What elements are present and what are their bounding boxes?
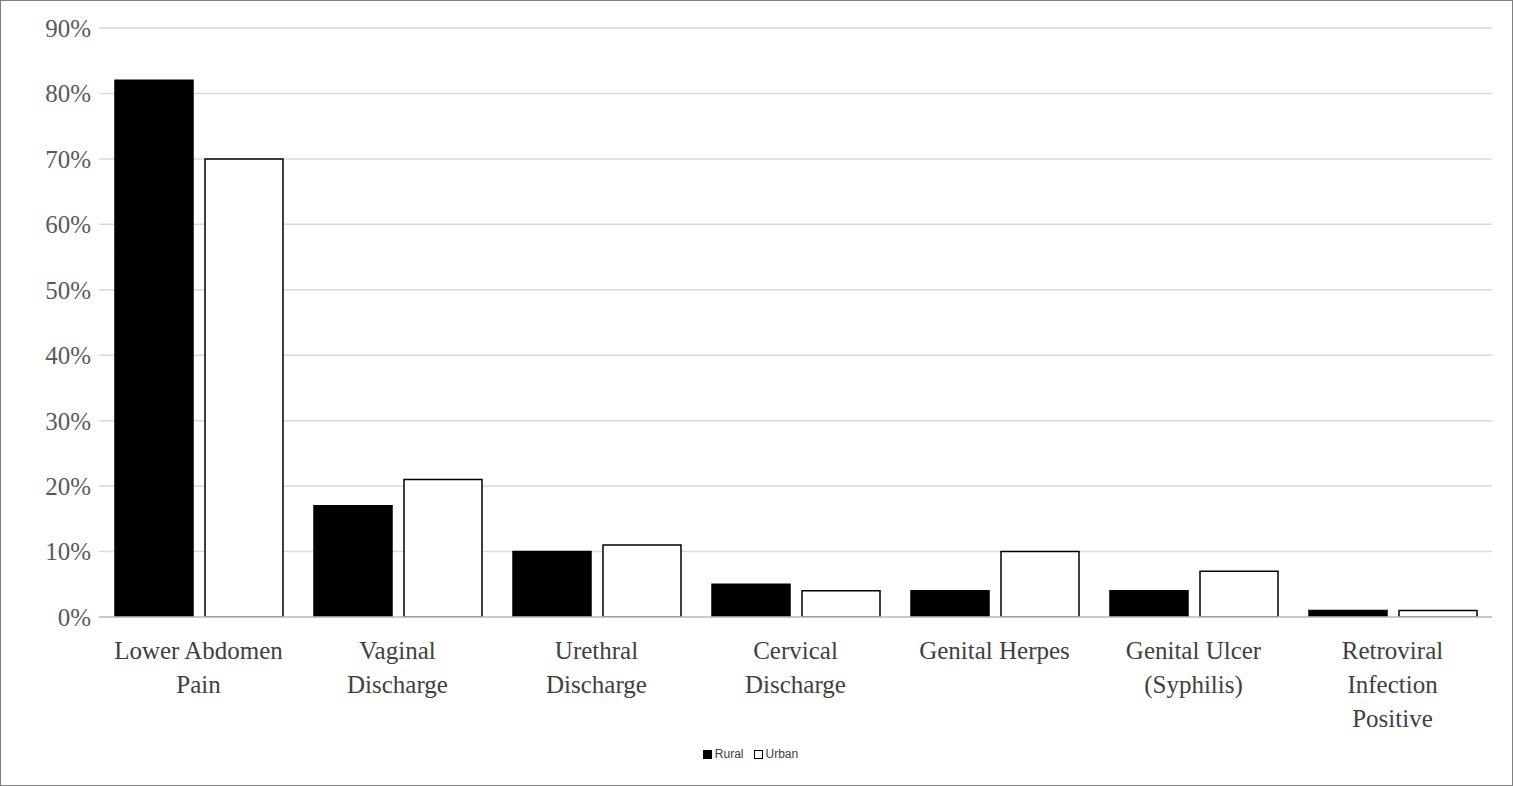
svg-text:90%: 90% xyxy=(45,15,91,42)
svg-text:CervicalDischarge: CervicalDischarge xyxy=(745,637,846,698)
svg-text:50%: 50% xyxy=(45,277,91,304)
svg-text:10%: 10% xyxy=(45,538,91,565)
svg-text:60%: 60% xyxy=(45,211,91,238)
svg-text:20%: 20% xyxy=(45,473,91,500)
svg-text:Genital Ulcer(Syphilis): Genital Ulcer(Syphilis) xyxy=(1126,637,1262,699)
svg-text:80%: 80% xyxy=(45,80,91,107)
svg-text:70%: 70% xyxy=(45,146,91,173)
svg-text:40%: 40% xyxy=(45,342,91,369)
svg-text:UrethralDischarge: UrethralDischarge xyxy=(546,637,647,698)
svg-text:30%: 30% xyxy=(45,408,91,435)
svg-text:Lower AbdomenPain: Lower AbdomenPain xyxy=(114,637,283,698)
svg-text:0%: 0% xyxy=(58,604,91,631)
svg-text:RetroviralInfectionPositive: RetroviralInfectionPositive xyxy=(1342,637,1443,732)
svg-text:Genital Herpes: Genital Herpes xyxy=(919,637,1070,664)
html-text:Rural: Rural xyxy=(714,747,744,761)
html-text:Urban: Urban xyxy=(765,747,799,761)
svg-text:VaginalDischarge: VaginalDischarge xyxy=(347,637,448,698)
